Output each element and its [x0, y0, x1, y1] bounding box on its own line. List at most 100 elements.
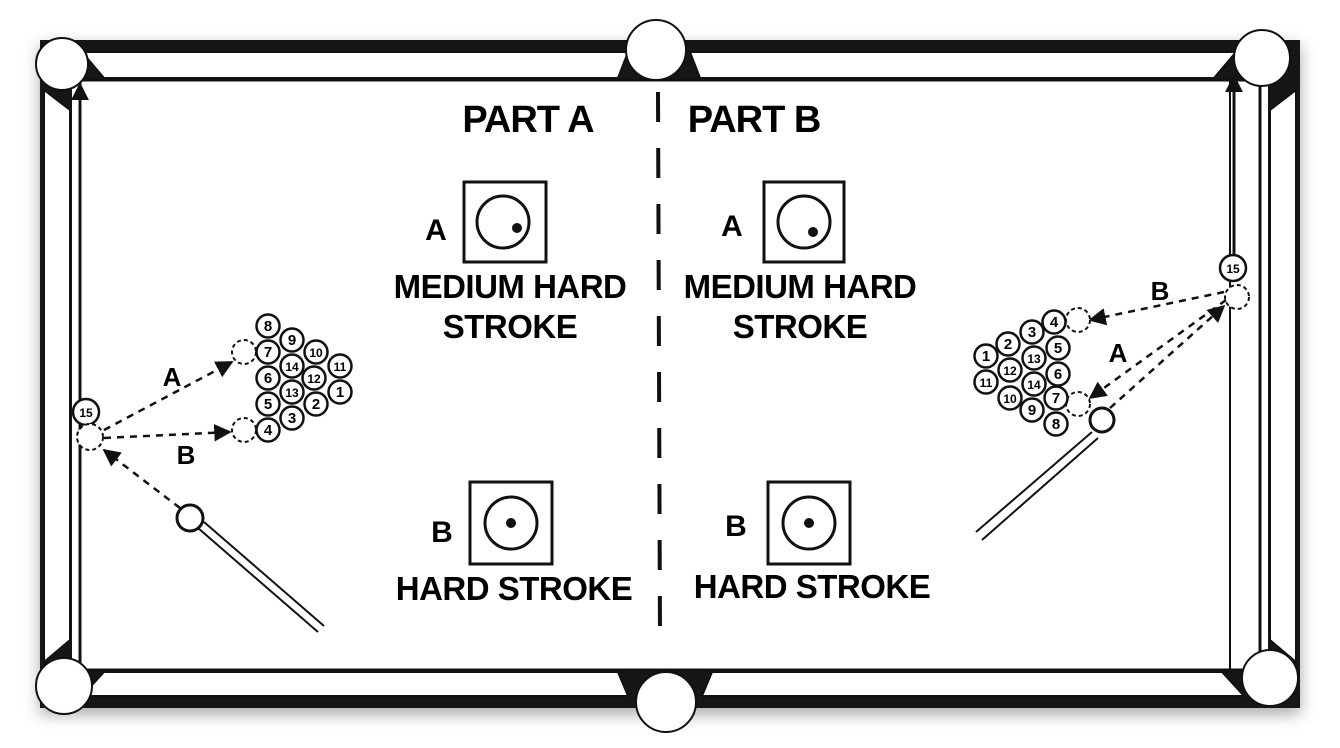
- part-a-path-a-label: A: [163, 362, 182, 392]
- part-b-play: 15 B A 43 5 12 13 6 12 11 14 7 10 98: [973, 74, 1250, 541]
- table-frame: [35, 19, 1300, 733]
- part-a-shot-a-cueball-box: [462, 180, 548, 264]
- part-b-path-b-label: B: [1151, 276, 1170, 306]
- part-b-rack-ball-number: 4: [1050, 314, 1059, 331]
- pocket-top-right: [1233, 29, 1291, 87]
- pocket-bottom-right: [1241, 649, 1299, 707]
- part-b-shot-a-cueball-box: [762, 180, 846, 264]
- top-left-rail: [79, 51, 630, 79]
- part-a-object-ball-number: 15: [79, 406, 93, 420]
- part-a-rack-ball: [327, 353, 353, 379]
- part-a-rack-ball: [279, 353, 305, 379]
- part-a-rack-ball-number: 1: [336, 384, 344, 401]
- part-a-rack-ball: [255, 313, 281, 339]
- part-a-shot-b-letter: B: [431, 516, 453, 549]
- part-a-shot-b-cueball-box: [468, 480, 554, 566]
- part-b-shot-b: B HARD STROKE: [694, 480, 931, 605]
- part-b-rack-ball-number: 9: [1028, 402, 1036, 419]
- part-b-rack: 43 5 12 13 6 12 11 14 7 10 98: [973, 309, 1071, 437]
- part-a-rack-ball: [303, 339, 329, 365]
- left-rail: [43, 87, 71, 665]
- part-b-shot-b-letter: B: [725, 510, 747, 543]
- part-a-rack-ball: [279, 379, 305, 405]
- part-a-rack-ball-number: 5: [264, 396, 272, 413]
- part-a-rack-ball-number: 7: [264, 344, 272, 361]
- part-a-rack-ball: [255, 391, 281, 417]
- part-a-shot-a-cueball-icon: [475, 194, 531, 250]
- part-a-rack-ball: [301, 365, 327, 391]
- part-b-rack-ball: [1041, 309, 1067, 335]
- pocket-bottom-left: [35, 657, 93, 715]
- part-b-object-ball-number: 15: [1226, 262, 1240, 276]
- part-a-path-b-label: B: [177, 440, 196, 470]
- part-b-rack-ball-number: 5: [1054, 340, 1062, 357]
- part-b-rack-ball-number: 13: [1027, 352, 1041, 366]
- part-b-shot-a-tip-dot: [808, 227, 818, 237]
- part-b-rack-ball: [997, 357, 1023, 383]
- part-b-rack-ball-number: 14: [1027, 378, 1041, 392]
- playing-surface: [72, 80, 1268, 670]
- part-b-shot-a-cueball-icon: [776, 194, 832, 250]
- part-b-rack-ball-number: 10: [1003, 392, 1017, 406]
- part-a-rack-ball-number: 8: [264, 318, 272, 335]
- part-a-rack-ball-number: 2: [312, 396, 320, 413]
- part-b-rack-ball: [973, 369, 999, 395]
- part-b-rack-ball: [1021, 345, 1047, 371]
- part-a-rack-ball: [279, 327, 305, 353]
- part-a-shot-a-line1: MEDIUM HARD: [394, 268, 627, 305]
- part-a-rack-ball-number: 10: [309, 346, 323, 360]
- part-b-path-b: [1088, 290, 1225, 326]
- part-b-rack-ball: [1043, 385, 1069, 411]
- top-right-rail: [688, 51, 1239, 79]
- part-b-shot-a-line2: STROKE: [733, 308, 868, 345]
- part-b-rack-ball: [1043, 411, 1069, 437]
- part-a-shot-b-cueball-icon: [483, 495, 539, 551]
- part-a-shot-a-tip-dot: [512, 223, 522, 233]
- part-a-rack-ball-number: 6: [264, 370, 272, 387]
- right-rail: [1269, 87, 1297, 665]
- part-b-rack-ball: [1019, 397, 1045, 423]
- part-b-shot-a-letter: A: [721, 210, 743, 243]
- part-b-shot-b-cueball-icon: [781, 495, 837, 551]
- part-a-rack-ball-number: 14: [285, 360, 299, 374]
- part-a-rack-ball: [255, 417, 281, 443]
- pocket-top-left: [35, 37, 89, 91]
- part-b-rack-ball: [997, 385, 1023, 411]
- part-b-rack-ball-number: 2: [1004, 336, 1012, 353]
- part-b-shot-a: A MEDIUM HARD STROKE: [684, 180, 917, 345]
- part-a-rack-ball-number: 13: [285, 386, 299, 400]
- part-b-rack-ball: [1021, 371, 1047, 397]
- part-b-rack-ball-number: 11: [980, 376, 993, 390]
- bottom-right-rail: [700, 671, 1247, 697]
- part-a-rack-ball: [303, 391, 329, 417]
- part-b-shot-b-line1: HARD STROKE: [694, 568, 931, 605]
- part-a-title: PART A: [462, 99, 594, 141]
- part-b-shot-b-cueball-box: [766, 480, 852, 566]
- part-b-rack-ball-number: 8: [1052, 416, 1060, 433]
- part-b-rack-ball-number: 6: [1054, 366, 1062, 383]
- part-b-shot-a-line1: MEDIUM HARD: [684, 268, 917, 305]
- part-a-rack-ball: [327, 379, 353, 405]
- part-a-cue-ball: [175, 503, 205, 533]
- part-a-shot-b-tip-dot: [506, 518, 516, 528]
- part-a-shot-b: B HARD STROKE: [396, 480, 633, 607]
- part-b-rack-ball: [973, 343, 999, 369]
- part-a-shot-a-letter: A: [425, 214, 447, 247]
- part-a-rack-ball-number: 9: [288, 332, 296, 349]
- part-a-rack-ball: [279, 405, 305, 431]
- part-b-rack-ball-number: 3: [1028, 324, 1036, 341]
- part-a-rack-ball-number: 11: [334, 360, 347, 374]
- part-a-rack: 897 10 11 6 14 12 1 5 13 2 43: [255, 313, 353, 443]
- part-a-ghost-ball: [76, 423, 104, 451]
- part-b-rack-ball-number: 12: [1003, 364, 1017, 378]
- part-a-rack-ball: [255, 339, 281, 365]
- part-a-shot-b-line1: HARD STROKE: [396, 570, 633, 607]
- part-b-cue-stick: [981, 437, 1099, 541]
- part-b-object-ball: [1218, 253, 1248, 283]
- part-b-rack-ball: [995, 331, 1021, 357]
- part-a-rack-ball-number: 3: [288, 410, 296, 427]
- part-a-rack-ball: [255, 365, 281, 391]
- pocket-bottom-middle: [635, 671, 697, 733]
- part-a-path-b: [103, 424, 232, 442]
